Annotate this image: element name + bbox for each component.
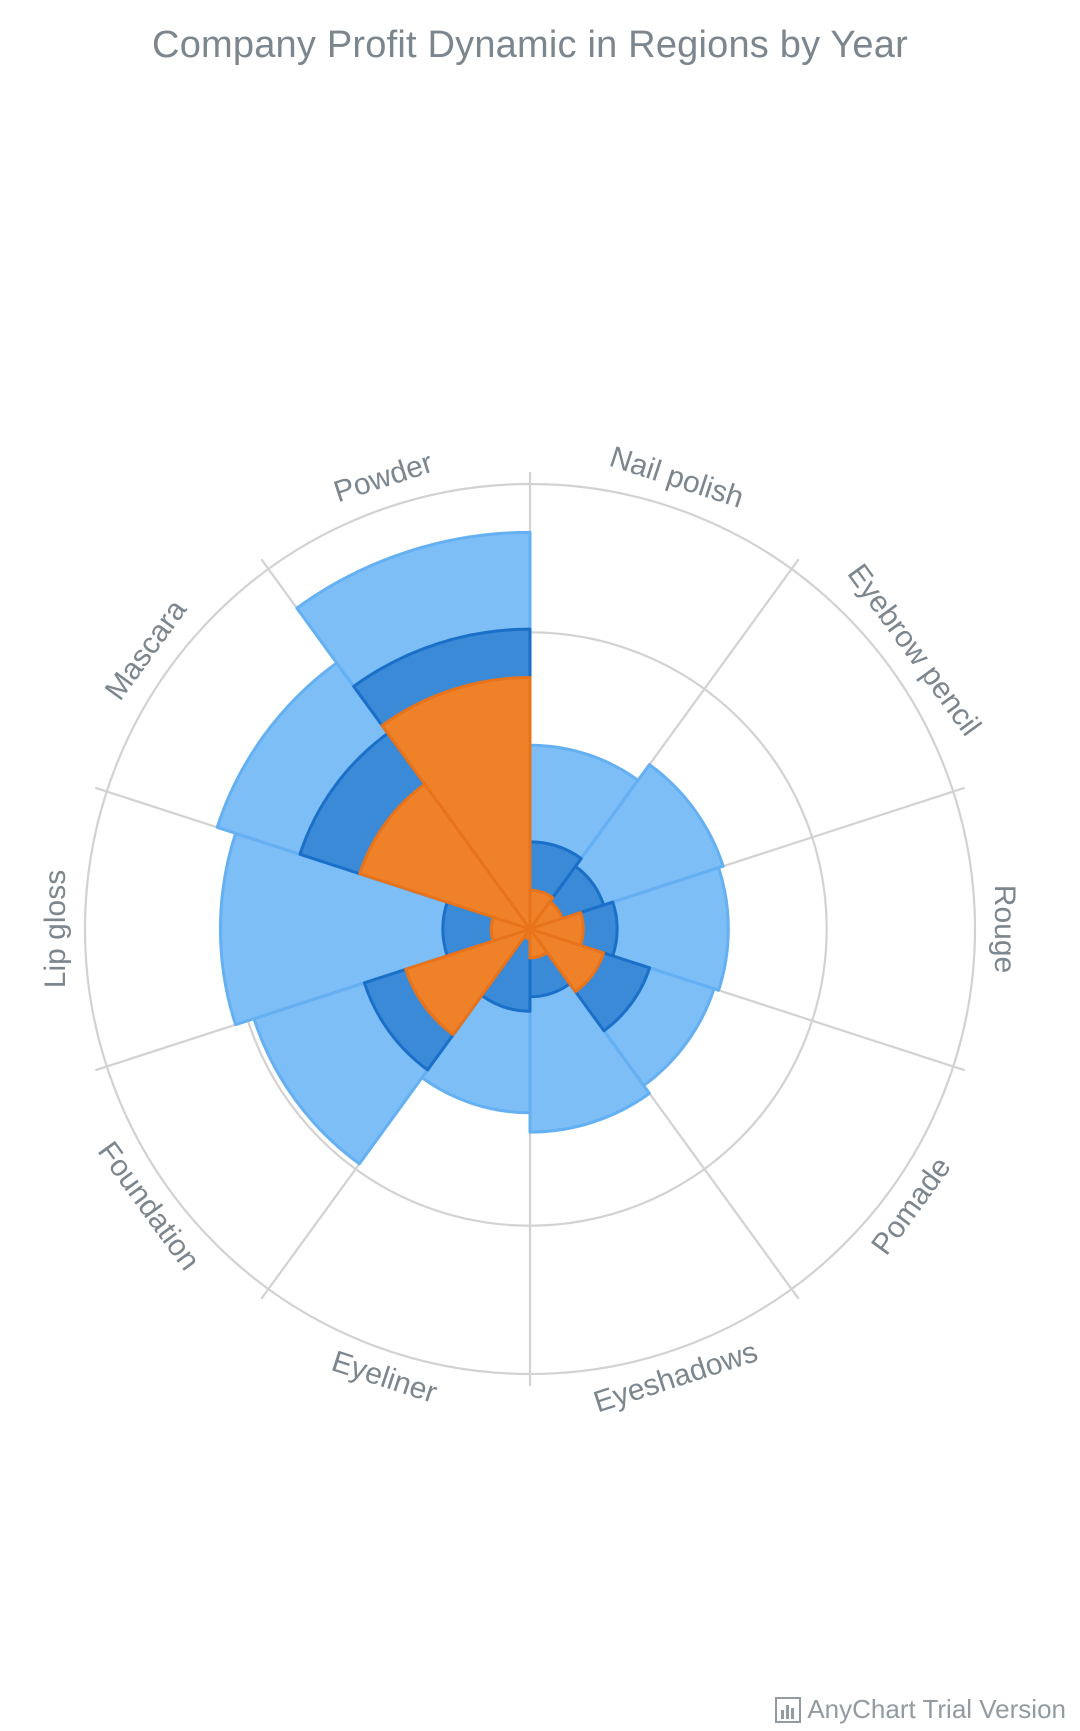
chart-bar-icon — [775, 1696, 802, 1723]
credits-text: AnyChart Trial Version — [807, 1694, 1066, 1724]
credits[interactable]: AnyChart Trial Version — [775, 1694, 1066, 1725]
sector-pomade[interactable] — [528, 927, 606, 994]
series-3 — [358, 675, 606, 1037]
sector-powder[interactable] — [380, 675, 532, 931]
sector-foundation[interactable] — [404, 927, 532, 1037]
category-label: Lip gloss — [39, 870, 72, 988]
category-label: Powder — [330, 446, 437, 509]
sector-lip-gloss[interactable] — [218, 831, 532, 1027]
category-label: Eyeshadows — [590, 1335, 762, 1419]
category-label: Mascara — [99, 594, 193, 707]
category-label: Eyebrow pencil — [841, 558, 987, 742]
category-label: Rouge — [988, 885, 1021, 973]
sector-rouge[interactable] — [528, 866, 730, 992]
chart-title: Company Profit Dynamic in Regions by Yea… — [152, 24, 908, 66]
category-label: Nail polish — [606, 441, 748, 515]
series-columns — [215, 530, 730, 1166]
sector-mascara[interactable] — [358, 782, 532, 931]
sector-eyeshadows[interactable] — [528, 927, 549, 960]
category-label: Eyeliner — [328, 1345, 441, 1410]
